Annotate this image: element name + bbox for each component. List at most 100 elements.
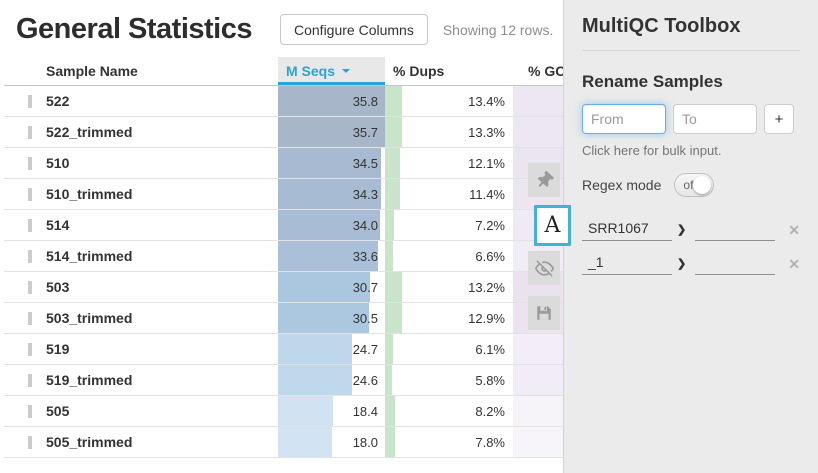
handle-column-header <box>4 57 44 86</box>
hide-samples-tab-button[interactable] <box>528 251 560 285</box>
drag-handle-icon[interactable] <box>28 156 32 170</box>
drag-handle-cell <box>4 117 44 147</box>
drag-handle-icon[interactable] <box>28 311 32 325</box>
drag-handle-icon[interactable] <box>28 218 32 232</box>
drag-handle-cell <box>4 365 44 395</box>
rename-letter-a-icon: A <box>544 212 561 238</box>
dups-bar <box>385 179 400 209</box>
dups-bar <box>385 117 403 147</box>
table-row[interactable]: 505 18.4 8.2% <box>4 396 618 427</box>
dups-bar <box>385 334 393 364</box>
mseqs-cell: 30.7 <box>278 272 385 302</box>
drag-handle-icon[interactable] <box>28 404 32 418</box>
dups-cell: 7.8% <box>385 427 513 457</box>
rename-from-input[interactable] <box>582 104 666 134</box>
floppy-save-icon <box>537 306 551 320</box>
mseqs-value: 24.7 <box>352 341 378 357</box>
mseqs-cell: 24.7 <box>278 334 385 364</box>
rename-entry-from[interactable]: _1 <box>582 254 672 275</box>
drag-handle-icon[interactable] <box>28 125 32 139</box>
mseqs-cell: 35.8 <box>278 86 385 116</box>
column-header-mseqs-sorted[interactable]: M Seqs <box>278 57 385 86</box>
table-row[interactable]: 514_trimmed 33.6 6.6% <box>4 241 618 272</box>
table-row[interactable]: 503_trimmed 30.5 12.9% <box>4 303 618 334</box>
table-row[interactable]: 510 34.5 12.1% <box>4 148 618 179</box>
mseqs-bar <box>278 117 385 147</box>
sample-name: 510 <box>46 155 70 171</box>
dups-bar <box>385 303 402 333</box>
highlight-samples-tab-button[interactable] <box>528 163 560 197</box>
sample-name: 522 <box>46 93 70 109</box>
rename-entry-from[interactable]: SRR1067 <box>582 220 672 241</box>
table-body: 522 35.8 13.4% 522_trimmed 35.7 13.3% 51… <box>4 86 618 458</box>
table-row[interactable]: 519 24.7 6.1% <box>4 334 618 365</box>
save-settings-tab-button[interactable] <box>528 296 560 330</box>
eye-slash-icon <box>534 260 554 276</box>
dups-bar <box>385 396 396 426</box>
dups-value: 12.9% <box>468 310 505 326</box>
mseqs-bar <box>278 210 380 240</box>
rename-to-input[interactable] <box>673 104 757 134</box>
dups-value: 11.4% <box>469 186 505 202</box>
toolbox-title: MultiQC Toolbox <box>582 15 741 37</box>
drag-handle-icon[interactable] <box>28 187 32 201</box>
rename-entry: SRR1067 ❯ ✕ <box>582 220 800 241</box>
sort-caret-icon <box>342 69 351 73</box>
drag-handle-icon[interactable] <box>28 435 32 449</box>
drag-handle-icon[interactable] <box>28 280 32 294</box>
table-row[interactable]: 510_trimmed 34.3 11.4% <box>4 179 618 210</box>
sample-name: 503_trimmed <box>46 310 133 326</box>
dups-value: 12.1% <box>468 155 505 171</box>
drag-handle-icon[interactable] <box>28 249 32 263</box>
mseqs-cell: 18.4 <box>278 396 385 426</box>
mseqs-bar <box>278 303 370 333</box>
rename-form: + <box>582 104 800 134</box>
table-row[interactable]: 522 35.8 13.4% <box>4 86 618 117</box>
sample-name: 510_trimmed <box>46 186 133 202</box>
mseqs-value: 34.3 <box>352 186 378 202</box>
drag-handle-cell <box>4 241 44 271</box>
drag-handle-icon[interactable] <box>28 342 32 356</box>
rename-samples-tab-button[interactable]: A <box>534 205 571 246</box>
drag-handle-icon[interactable] <box>28 373 32 387</box>
column-header-sample-name[interactable]: Sample Name <box>44 57 278 86</box>
drag-handle-cell <box>4 179 44 209</box>
dups-value: 6.1% <box>475 341 505 357</box>
mseqs-value: 30.7 <box>352 279 378 295</box>
dups-value: 7.8% <box>475 434 505 450</box>
sample-name: 503 <box>46 279 70 295</box>
remove-entry-icon[interactable]: ✕ <box>788 222 800 238</box>
drag-handle-cell <box>4 272 44 302</box>
add-rename-button[interactable]: + <box>764 104 794 134</box>
mseqs-cell: 24.6 <box>278 365 385 395</box>
mseqs-value: 30.5 <box>352 310 378 326</box>
rename-entry-to[interactable] <box>695 220 776 241</box>
drag-handle-icon[interactable] <box>28 94 32 108</box>
table-row[interactable]: 519_trimmed 24.6 5.8% <box>4 365 618 396</box>
regex-toggle[interactable]: off <box>674 173 715 197</box>
mseqs-value: 35.8 <box>352 93 378 109</box>
regex-toggle-state: off <box>683 178 697 192</box>
rename-entry: _1 ❯ ✕ <box>582 254 800 275</box>
dups-value: 13.2% <box>468 279 505 295</box>
configure-columns-button[interactable]: Configure Columns <box>280 14 428 45</box>
column-header-dups[interactable]: % Dups <box>385 57 513 86</box>
bulk-input-link[interactable]: Click here for bulk input. <box>582 143 722 158</box>
table-row[interactable]: 522_trimmed 35.7 13.3% <box>4 117 618 148</box>
table-row[interactable]: 514 34.0 7.2% <box>4 210 618 241</box>
dups-value: 13.4% <box>468 93 505 109</box>
remove-entry-icon[interactable]: ✕ <box>788 256 800 272</box>
drag-handle-cell <box>4 210 44 240</box>
dups-cell: 8.2% <box>385 396 513 426</box>
dups-bar <box>385 365 393 395</box>
pushpin-icon <box>537 170 554 187</box>
table-row[interactable]: 505_trimmed 18.0 7.8% <box>4 427 618 458</box>
dups-value: 6.6% <box>475 248 505 264</box>
dups-cell: 13.2% <box>385 272 513 302</box>
rename-entry-to[interactable] <box>695 254 776 275</box>
drag-handle-cell <box>4 396 44 426</box>
dups-cell: 5.8% <box>385 365 513 395</box>
drag-handle-cell <box>4 86 44 116</box>
table-row[interactable]: 503 30.7 13.2% <box>4 272 618 303</box>
page-title: General Statistics <box>16 13 253 45</box>
